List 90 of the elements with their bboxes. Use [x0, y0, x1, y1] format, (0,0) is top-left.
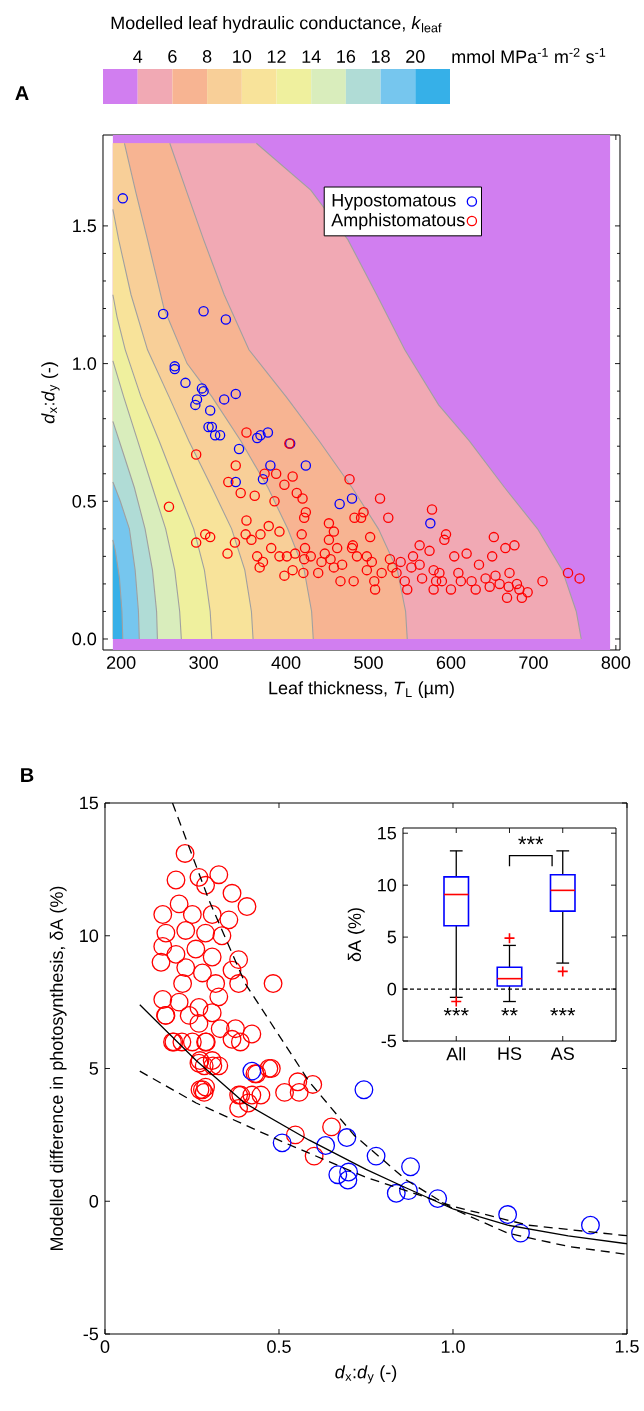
point [346, 493, 358, 504]
point [401, 1157, 420, 1177]
color-bar-label: 12 [267, 50, 286, 63]
legend-label: Amphistomatous [331, 213, 465, 230]
x-axis-title: d$_{x}$:d$_{y}$ (-) [335, 1365, 397, 1384]
y-tick-label: 0.5 [72, 494, 97, 508]
y-axis-title: Modelled difference in photosynthesis, δA (%) [49, 886, 67, 1250]
point [338, 1170, 358, 1190]
point [180, 377, 191, 389]
x-tick-label: 600 [436, 656, 466, 669]
point [272, 1133, 292, 1153]
x-tick-label: 0.5 [267, 1340, 291, 1353]
point [581, 1215, 600, 1235]
text: mmol MPa$^{-1}$ m$^{-2}$ s$^{-1}$ [452, 47, 606, 64]
y-tick-label: 10 [80, 929, 99, 943]
color-bar-label: 18 [371, 50, 390, 63]
point [328, 1165, 348, 1185]
x-tick-label: HS [498, 1047, 522, 1060]
chart-title: B [21, 768, 34, 782]
point [203, 421, 214, 433]
color-bar-label: 4 [133, 50, 143, 63]
y-tick-label: 5 [387, 930, 397, 944]
chart-title: A [15, 86, 29, 100]
point [425, 518, 436, 529]
color-bar-label: 20 [406, 50, 425, 63]
color-bar-label: 16 [337, 50, 356, 63]
y-tick-label: 0.0 [72, 632, 97, 646]
y-axis-title: d$_{x}$:d$_{y}$ (-) [41, 362, 60, 424]
point [204, 405, 216, 416]
annotation: ** [501, 1007, 518, 1016]
point [117, 193, 129, 204]
point [399, 1181, 418, 1201]
point [230, 388, 241, 400]
x-tick-label: 800 [601, 656, 631, 669]
x-tick-label: 0 [100, 1340, 110, 1353]
point [265, 460, 276, 471]
y-tick-label: 5 [89, 1062, 99, 1075]
x-tick-label: 400 [271, 656, 301, 669]
x-tick-label: 1.5 [615, 1340, 639, 1353]
x-axis-title: Leaf thickness, T$_{L}$ (µm) [269, 681, 454, 698]
point [334, 498, 345, 510]
y-tick-label: 1.5 [73, 219, 97, 233]
y-tick-label: -5 [381, 1034, 397, 1048]
y-tick-label: 0 [387, 982, 397, 996]
y-tick-label: 15 [80, 796, 99, 810]
x-tick-label: 1.0 [441, 1340, 465, 1353]
point [498, 1205, 518, 1224]
point [316, 1136, 336, 1155]
annotation: *** [443, 1007, 469, 1016]
point [300, 460, 312, 471]
x-tick-label: 300 [189, 656, 218, 669]
x-tick-label: 500 [354, 656, 383, 669]
point [366, 1146, 386, 1166]
point [262, 427, 274, 438]
point [206, 421, 218, 433]
point [157, 308, 169, 320]
point [214, 429, 226, 441]
color-bar-label: 6 [168, 50, 177, 63]
color-bar-label: 8 [202, 50, 212, 63]
x-tick-label: All [446, 1047, 466, 1061]
color-bar-title: Modelled leaf hydraulic conductance, k$_{leaf}$ [111, 16, 442, 33]
point [511, 1223, 530, 1243]
point [198, 306, 209, 317]
annotation: *** [550, 1007, 576, 1016]
y-tick-label: 15 [378, 826, 397, 840]
y-tick-label: 1.0 [73, 357, 97, 370]
point [339, 1162, 359, 1182]
point [191, 394, 203, 405]
y-axis-title: δA (%) [347, 908, 365, 962]
x-tick-label: AS [550, 1047, 574, 1060]
point [209, 429, 221, 441]
point [255, 429, 266, 441]
color-bar-label: 14 [302, 50, 321, 63]
color-bar-label: 10 [233, 50, 252, 63]
x-tick-label: 700 [519, 656, 548, 669]
annotation: *** [518, 836, 544, 845]
x-tick-label: 200 [107, 656, 136, 669]
point [337, 1128, 357, 1147]
point [428, 1189, 448, 1209]
point [220, 314, 232, 325]
y-tick-label: -5 [83, 1327, 99, 1341]
legend-label: Hypostomatous [332, 194, 456, 211]
point [386, 1183, 406, 1203]
y-tick-label: 0 [89, 1194, 99, 1208]
point [218, 394, 230, 405]
y-tick-label: 10 [378, 878, 397, 892]
point [354, 1080, 374, 1100]
point [190, 399, 201, 411]
point [233, 443, 245, 455]
point [251, 432, 263, 444]
